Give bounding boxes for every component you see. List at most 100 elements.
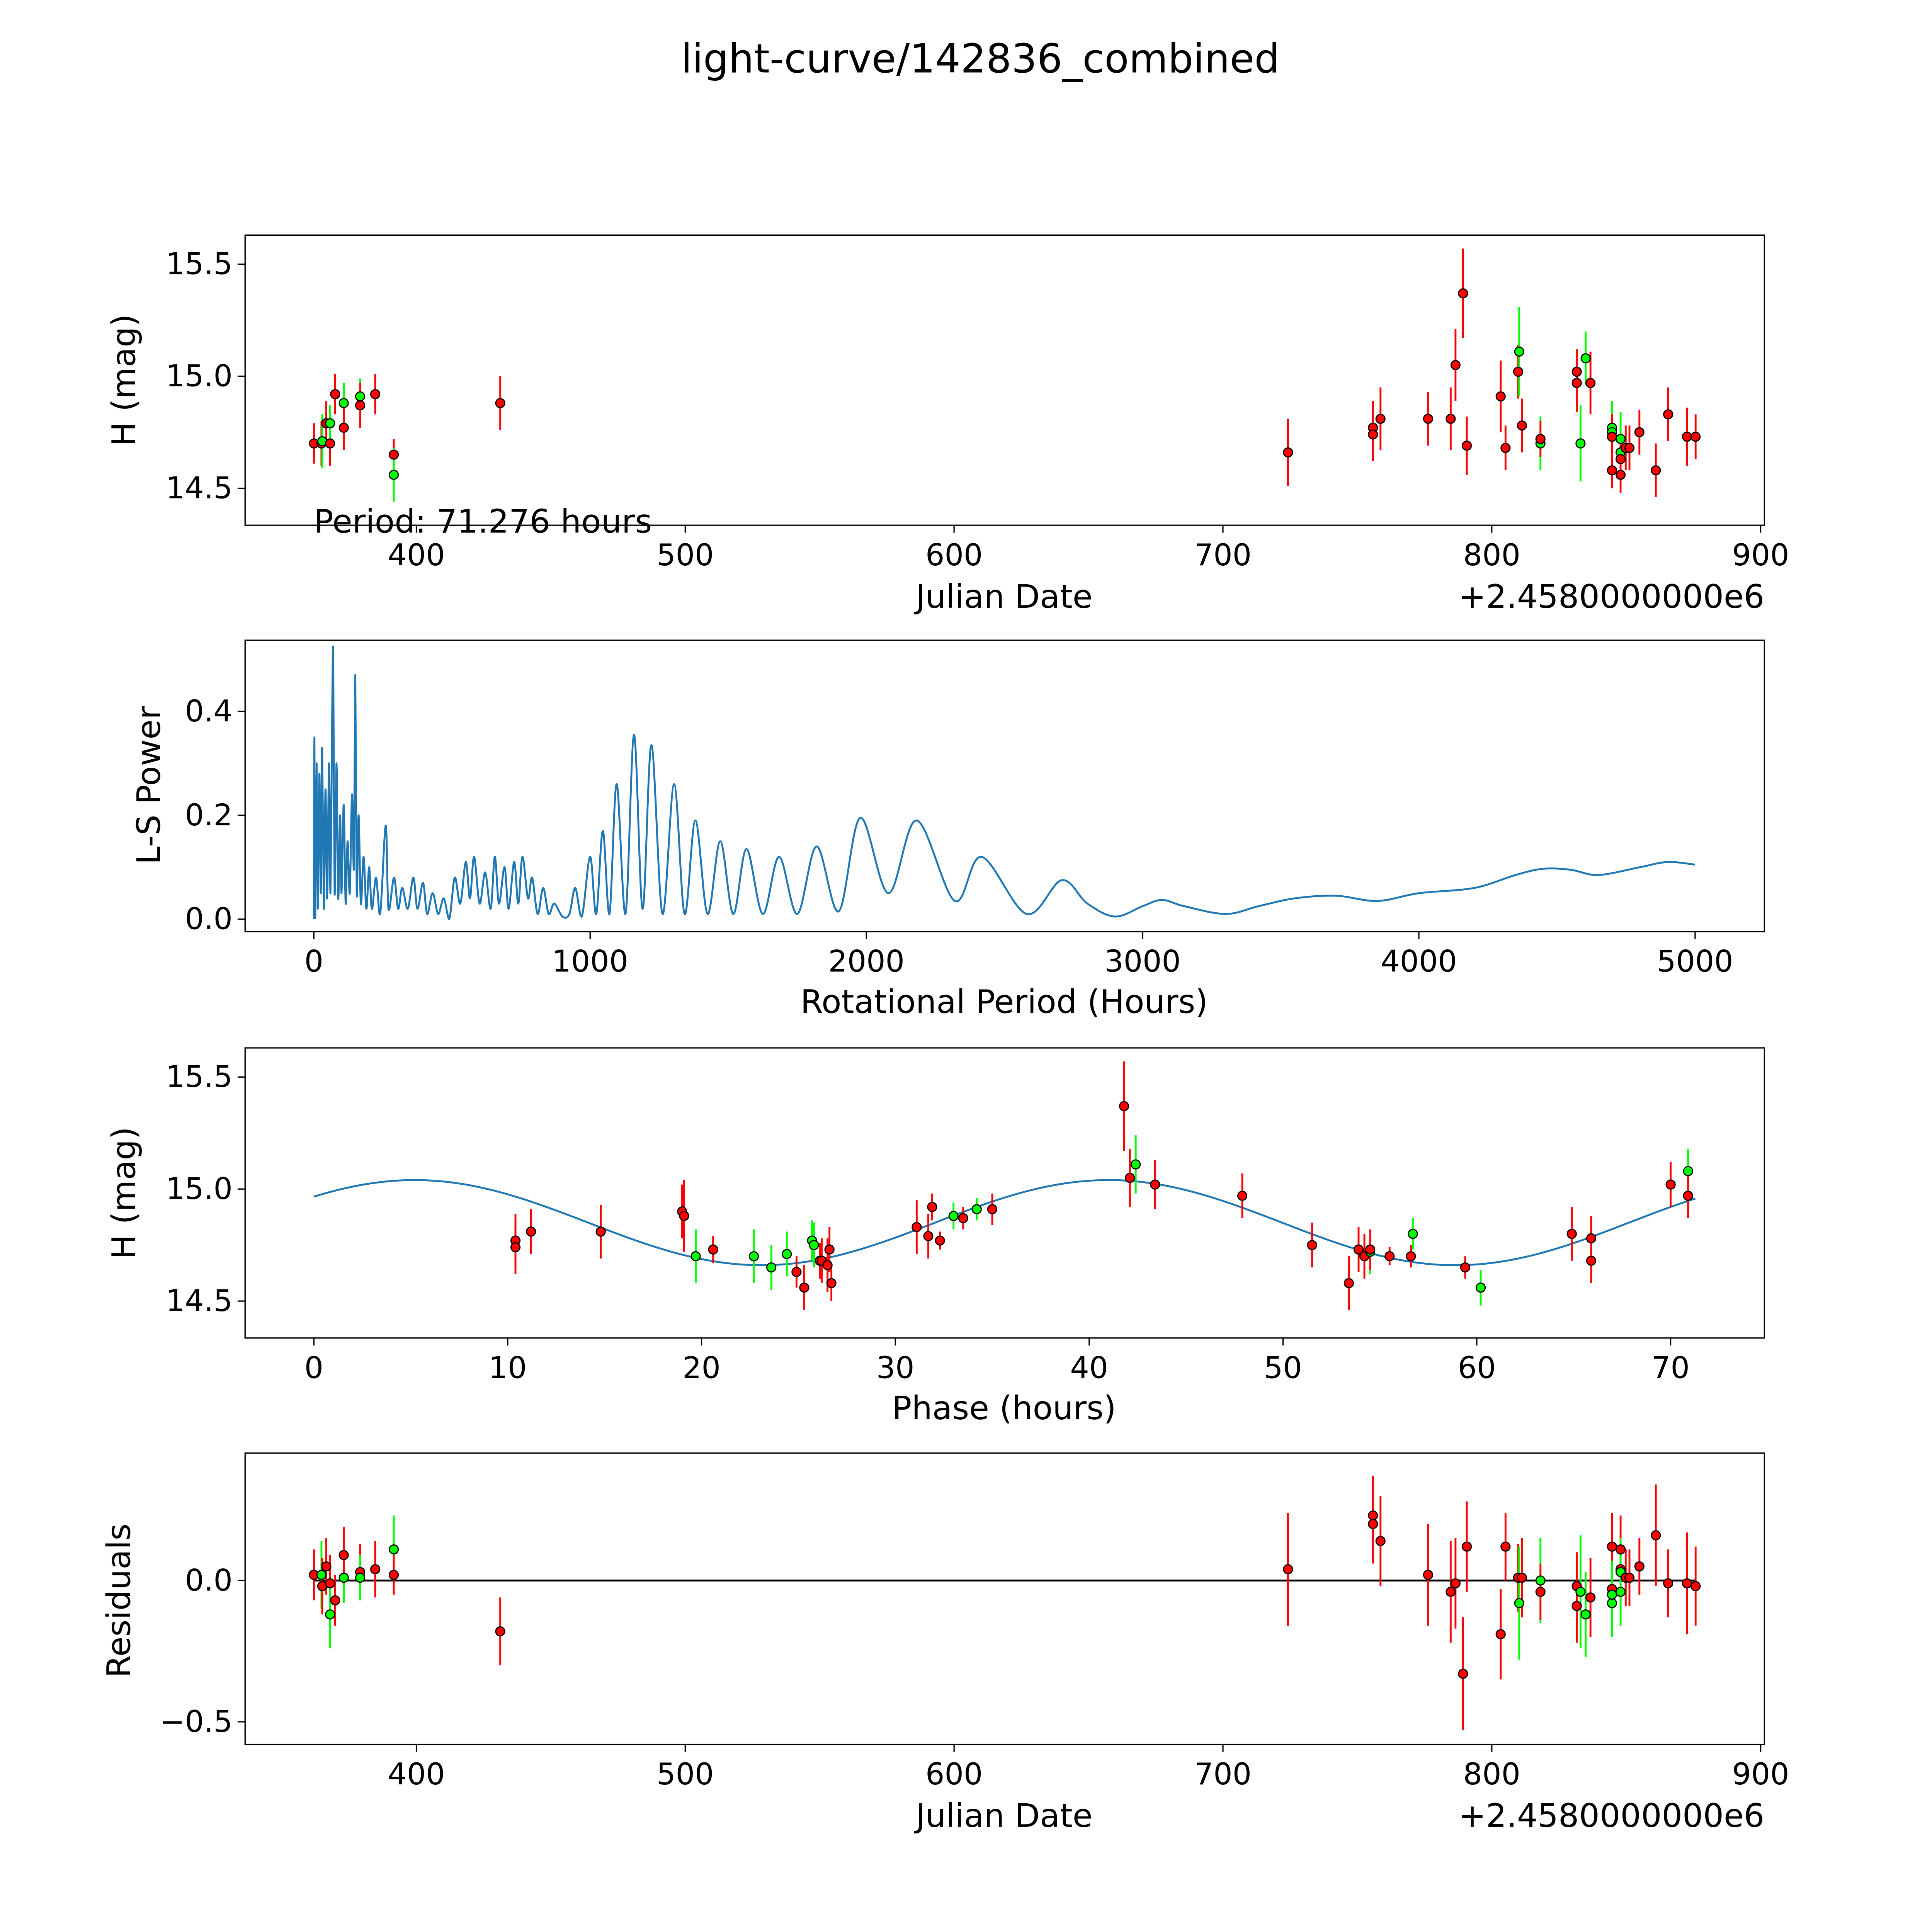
data-point-red	[1651, 1530, 1661, 1541]
data-point-red	[1585, 1592, 1596, 1603]
x-tick-label: 2000	[828, 944, 905, 979]
periodogram-line	[313, 645, 1696, 921]
data-point-green	[1575, 438, 1586, 449]
data-point-red	[1353, 1244, 1364, 1255]
data-point-red	[923, 1231, 934, 1242]
data-point-red	[1663, 409, 1673, 420]
fit-curve	[313, 1179, 1696, 1266]
data-point-red	[388, 449, 399, 460]
data-point-red	[1458, 1668, 1468, 1679]
data-point-red	[355, 400, 366, 411]
phased-light-curve-panel: 0 10 20 30 40 50 60 70 14.5 15.0 15.5 Phase (hours…	[105, 1047, 1765, 1427]
x-tick-label: 900	[1732, 538, 1789, 573]
data-point-red	[1375, 413, 1386, 424]
x-tick-label: 700	[1194, 1757, 1252, 1792]
x-tick-label: 20	[682, 1350, 721, 1385]
data-point-red	[1682, 432, 1692, 442]
x-tick-label: 500	[656, 1757, 714, 1792]
data-point-red	[1461, 440, 1472, 451]
y-tick-label: 0.4	[185, 694, 233, 729]
data-point-green	[1575, 1587, 1586, 1597]
data-point-green	[355, 391, 366, 401]
data-point-red	[370, 1564, 381, 1575]
y-tick-label: 15.5	[166, 247, 233, 282]
data-point-red	[495, 1626, 505, 1637]
data-point-red	[1375, 1536, 1386, 1546]
data-point-red	[495, 398, 505, 408]
plot-frame	[244, 1452, 1765, 1745]
data-point-red	[1423, 413, 1433, 424]
data-point-red	[1283, 447, 1293, 457]
data-point-red	[1682, 1578, 1692, 1588]
data-point-green	[338, 1572, 349, 1583]
data-point-red	[1237, 1190, 1248, 1201]
data-point-red	[1571, 366, 1582, 377]
y-tick-label: 15.0	[166, 359, 233, 394]
data-point-red	[1624, 443, 1635, 453]
data-point-red	[958, 1213, 968, 1223]
data-point-red	[1615, 454, 1626, 464]
x-tick-label: 60	[1458, 1350, 1496, 1385]
x-axis-label: Julian Date	[914, 1797, 1093, 1835]
x-tick-label: 700	[1194, 538, 1252, 573]
y-tick-label: 14.5	[166, 471, 233, 505]
data-point-red	[1384, 1251, 1395, 1262]
data-point-green	[355, 1572, 366, 1583]
data-point-green	[388, 469, 399, 480]
data-point-red	[1513, 366, 1524, 377]
data-point-red	[927, 1202, 937, 1212]
data-point-green	[782, 1249, 792, 1259]
plot-frame	[244, 1047, 1765, 1339]
data-point-red	[330, 1595, 340, 1605]
data-point-red	[1517, 420, 1527, 431]
data-point-red	[1665, 1179, 1676, 1190]
data-point-green	[971, 1204, 982, 1214]
data-point-red	[1460, 1262, 1470, 1273]
data-point-red	[826, 1278, 837, 1288]
data-point-red	[824, 1244, 835, 1255]
data-point-red	[1690, 1581, 1701, 1592]
x-tick-label: 3000	[1104, 944, 1181, 979]
data-point-red	[1517, 1572, 1527, 1583]
y-axis-label: H (mag)	[105, 1127, 143, 1259]
data-point-green	[1535, 1575, 1546, 1586]
data-point-green	[1408, 1229, 1418, 1239]
data-point-green	[1683, 1166, 1693, 1176]
data-point-red	[1607, 432, 1617, 442]
data-point-red	[1585, 378, 1596, 388]
data-point-red	[1535, 1587, 1546, 1597]
data-point-red	[1365, 1244, 1376, 1255]
data-point-red	[679, 1211, 689, 1221]
data-point-red	[1634, 427, 1645, 437]
y-axis-label: H (mag)	[105, 314, 143, 447]
y-axis-label: Residuals	[100, 1524, 138, 1678]
y-tick-label: 15.5	[166, 1060, 233, 1094]
x-tick-label: 40	[1070, 1350, 1108, 1385]
data-point-red	[1566, 1229, 1577, 1239]
x-tick-label: 30	[876, 1350, 915, 1385]
x-offset-label: +2.4580000000e6	[1459, 1797, 1764, 1835]
y-tick-label: 15.0	[166, 1172, 233, 1206]
light-curve-panel: 400 500 600 700 800 900 14.5 15.0 15.5 Julian Da…	[105, 234, 1789, 616]
data-point-red	[1683, 1190, 1693, 1201]
y-axis-label: L-S Power	[130, 706, 168, 865]
data-point-red	[1571, 378, 1582, 388]
residuals-panel: 400 500 600 700 800 900 0.0 −0.5 Julian Date +2…	[100, 1452, 1789, 1835]
y-tick-label: 14.5	[166, 1284, 233, 1318]
data-point-red	[1307, 1240, 1317, 1250]
x-tick-label: 500	[656, 538, 714, 573]
data-point-red	[510, 1242, 521, 1253]
data-point-red	[1615, 469, 1626, 480]
x-tick-label: 900	[1732, 1757, 1789, 1792]
data-point-red	[1500, 1541, 1511, 1552]
data-point-red	[388, 1570, 399, 1580]
x-tick-label: 600	[925, 1757, 983, 1792]
x-tick-label: 0	[304, 1350, 323, 1385]
y-tick-label: 0.0	[185, 1563, 233, 1598]
data-point-green	[1607, 1589, 1617, 1600]
y-tick-label: 0.0	[185, 902, 233, 937]
data-point-red	[1446, 413, 1456, 424]
data-point-red	[1586, 1255, 1597, 1266]
x-offset-label: +2.4580000000e6	[1459, 578, 1764, 616]
